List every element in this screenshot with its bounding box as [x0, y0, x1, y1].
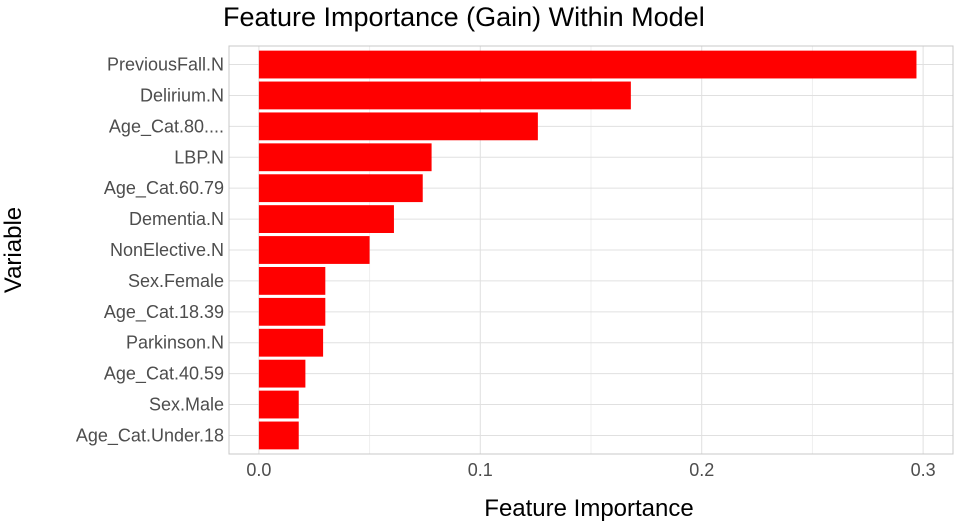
x-tick-label: 0.3 — [911, 460, 936, 480]
bar — [258, 112, 538, 141]
chart-title: Feature Importance (Gain) Within Model — [223, 2, 705, 32]
x-tick-label: 0.1 — [468, 460, 493, 480]
plot-panel-border — [228, 45, 954, 455]
y-tick-label: Sex.Female — [128, 271, 224, 291]
x-tick-label: 0.0 — [246, 460, 271, 480]
x-tick-label: 0.2 — [689, 460, 714, 480]
bar — [258, 297, 326, 326]
y-tick-label: Age_Cat.60.79 — [104, 178, 224, 199]
bar — [258, 143, 432, 172]
x-axis-title: Feature Importance — [484, 495, 693, 522]
y-tick-label: Age_Cat.18.39 — [104, 302, 224, 323]
y-tick-label: Sex.Male — [149, 395, 224, 415]
x-tick-labels: 0.0 0.1 0.2 0.3 — [246, 460, 935, 480]
y-axis-title: Variable — [0, 207, 27, 293]
bar — [258, 174, 423, 203]
y-tick-label: Age_Cat.Under.18 — [76, 425, 224, 446]
y-tick-label: NonElective.N — [110, 240, 224, 260]
bar — [258, 236, 370, 264]
y-tick-label: Parkinson.N — [126, 333, 224, 353]
y-tick-labels: PreviousFall.N Delirium.N Age_Cat.80.... LB… — [76, 55, 224, 447]
y-tick-label: Dementia.N — [129, 209, 224, 229]
y-tick-label: PreviousFall.N — [107, 55, 224, 75]
y-tick-label: Delirium.N — [140, 85, 224, 105]
bar — [258, 421, 299, 450]
bar — [258, 81, 631, 110]
y-tick-label: Age_Cat.80.... — [109, 116, 224, 137]
bar — [258, 328, 324, 357]
bar — [258, 267, 326, 295]
bar — [258, 205, 394, 233]
bar — [258, 390, 299, 419]
y-tick-label: Age_Cat.40.59 — [104, 364, 224, 385]
y-tick-label: LBP.N — [174, 147, 224, 167]
bar — [258, 359, 306, 388]
bars-layer — [258, 50, 917, 450]
bar — [258, 50, 917, 79]
